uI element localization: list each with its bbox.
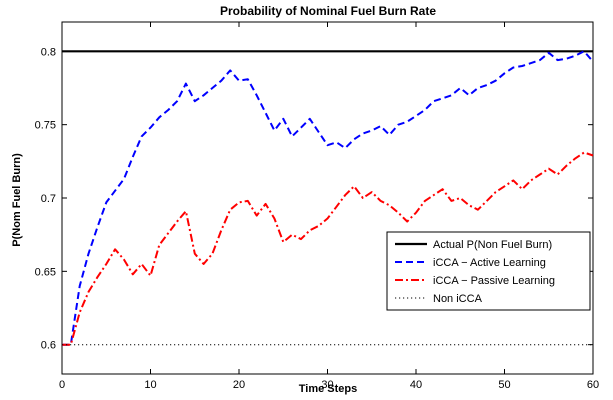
x-tick-label: 40 (410, 379, 422, 391)
legend: Actual P(Non Fuel Burn) iCCA − Active Lea… (386, 231, 591, 311)
y-tick-label: 0.6 (41, 340, 56, 352)
axis-ticks: 0 10 20 30 40 50 60 0.6 0.65 0.7 0.75 0.8 (35, 22, 599, 391)
legend-label-non-icca-line: Non iCCA (433, 293, 483, 305)
legend-label-passive-learning-line: iCCA − Passive Learning (433, 275, 555, 287)
x-tick-label: 30 (321, 379, 333, 391)
x-tick-label: 0 (59, 379, 65, 391)
y-tick-label: 0.75 (35, 120, 56, 132)
series-active-learning-line (62, 50, 594, 346)
plot-frame (61, 21, 594, 375)
x-tick-label: 50 (498, 379, 510, 391)
x-tick-label: 20 (233, 379, 245, 391)
y-tick-label: 0.8 (41, 46, 56, 58)
x-tick-label: 10 (144, 379, 156, 391)
chart-title: Probability of Nominal Fuel Burn Rate (220, 4, 436, 18)
x-tick-label: 60 (587, 379, 599, 391)
series-layer (62, 50, 594, 346)
legend-label-active-learning-line: iCCA − Active Learning (433, 257, 546, 269)
y-tick-label: 0.65 (35, 266, 56, 278)
legend-label-actual-line: Actual P(Non Fuel Burn) (433, 239, 552, 251)
y-axis-label: P(Nom Fuel Burn) (11, 153, 23, 247)
series-passive-learning-line (62, 151, 594, 346)
x-axis-label: Time Steps (299, 383, 358, 395)
plot-area: 0 10 20 30 40 50 60 0.6 0.65 0.7 0.75 0.8 (35, 21, 599, 391)
y-tick-label: 0.7 (41, 193, 56, 205)
